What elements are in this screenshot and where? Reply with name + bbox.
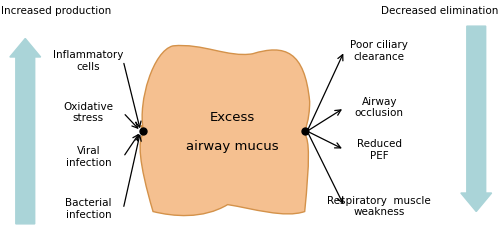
- Text: Respiratory  muscle
weakness: Respiratory muscle weakness: [328, 196, 431, 218]
- FancyArrow shape: [10, 38, 40, 224]
- Text: Inflammatory
cells: Inflammatory cells: [53, 50, 124, 72]
- Text: Bacterial
infection: Bacterial infection: [65, 198, 112, 220]
- Text: Poor ciliary
clearance: Poor ciliary clearance: [350, 40, 408, 62]
- Text: Viral
infection: Viral infection: [66, 146, 111, 168]
- Text: airway mucus: airway mucus: [186, 140, 279, 152]
- Text: Oxidative
stress: Oxidative stress: [64, 102, 114, 124]
- Text: Excess: Excess: [210, 111, 255, 124]
- Text: Airway
occlusion: Airway occlusion: [355, 97, 404, 118]
- FancyArrow shape: [461, 26, 492, 212]
- Text: Reduced
PEF: Reduced PEF: [357, 139, 402, 160]
- PathPatch shape: [140, 46, 310, 215]
- Text: Increased production: Increased production: [2, 6, 112, 16]
- Text: Decreased elimination: Decreased elimination: [381, 6, 498, 16]
